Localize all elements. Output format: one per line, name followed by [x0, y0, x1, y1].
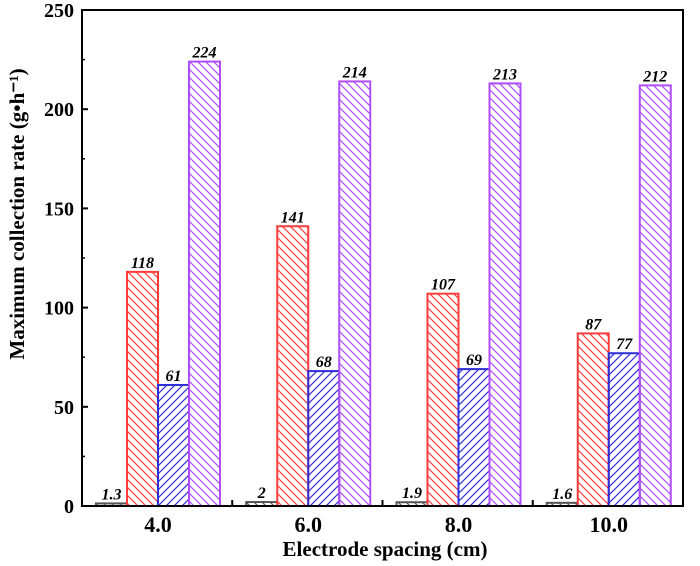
- y-tick-label: 50: [54, 397, 74, 419]
- y-tick-label: 200: [44, 99, 74, 121]
- axes-group: 0 50 100 150 200 250 4.0 6.0 8.0 10.0: [44, 0, 684, 537]
- x-tick-label: 10.0: [590, 512, 629, 537]
- data-label: 87: [585, 316, 602, 333]
- bar-4.0-series-2: [126, 270, 159, 507]
- bar-6.0-series-3: [307, 370, 341, 508]
- data-label: 2: [257, 485, 266, 502]
- data-label: 214: [342, 64, 367, 81]
- bar-6.0-series-4: [338, 80, 372, 507]
- bar-10.0-series-3: [607, 352, 641, 507]
- data-label: 1.3: [102, 486, 122, 503]
- data-label: 1.6: [552, 486, 572, 503]
- data-label: 69: [466, 352, 482, 369]
- data-label: 141: [281, 209, 305, 226]
- labels-group: 1.3 118 61 224 2 141 68 214 1.9 107 69 213 1.6 87 77 21…: [102, 45, 668, 504]
- data-label: 107: [431, 277, 456, 294]
- data-label: 68: [316, 354, 332, 371]
- x-tick-label: 6.0: [295, 512, 323, 537]
- bar-8.0-series-4: [488, 82, 522, 508]
- bars-group: [95, 60, 672, 508]
- data-label: 213: [492, 66, 517, 83]
- data-label: 118: [131, 255, 154, 272]
- x-tick-label: 4.0: [144, 512, 172, 537]
- data-label: 1.9: [402, 485, 422, 502]
- bar-4.0-series-4: [188, 60, 221, 507]
- bar-6.0-series-2: [276, 225, 310, 507]
- bar-10.0-series-4: [638, 84, 672, 507]
- y-tick-label: 100: [44, 298, 74, 320]
- y-tick-label: 250: [44, 0, 74, 22]
- data-label: 61: [166, 368, 182, 385]
- data-label: 77: [616, 336, 633, 353]
- x-axis-title: Electrode spacing (cm): [283, 537, 488, 561]
- bar-4.0-series-3: [157, 383, 190, 508]
- bar-8.0-series-2: [426, 292, 460, 507]
- y-tick-label: 150: [44, 198, 74, 220]
- data-label: 224: [192, 45, 217, 62]
- x-tick-label: 8.0: [445, 512, 473, 537]
- bar-10.0-series-2: [576, 332, 610, 507]
- y-tick-label: 0: [64, 496, 74, 518]
- data-label: 212: [642, 68, 667, 85]
- y-axis-title: Maximum collection rate (g•h⁻¹): [5, 68, 29, 359]
- bar-8.0-series-3: [457, 368, 491, 507]
